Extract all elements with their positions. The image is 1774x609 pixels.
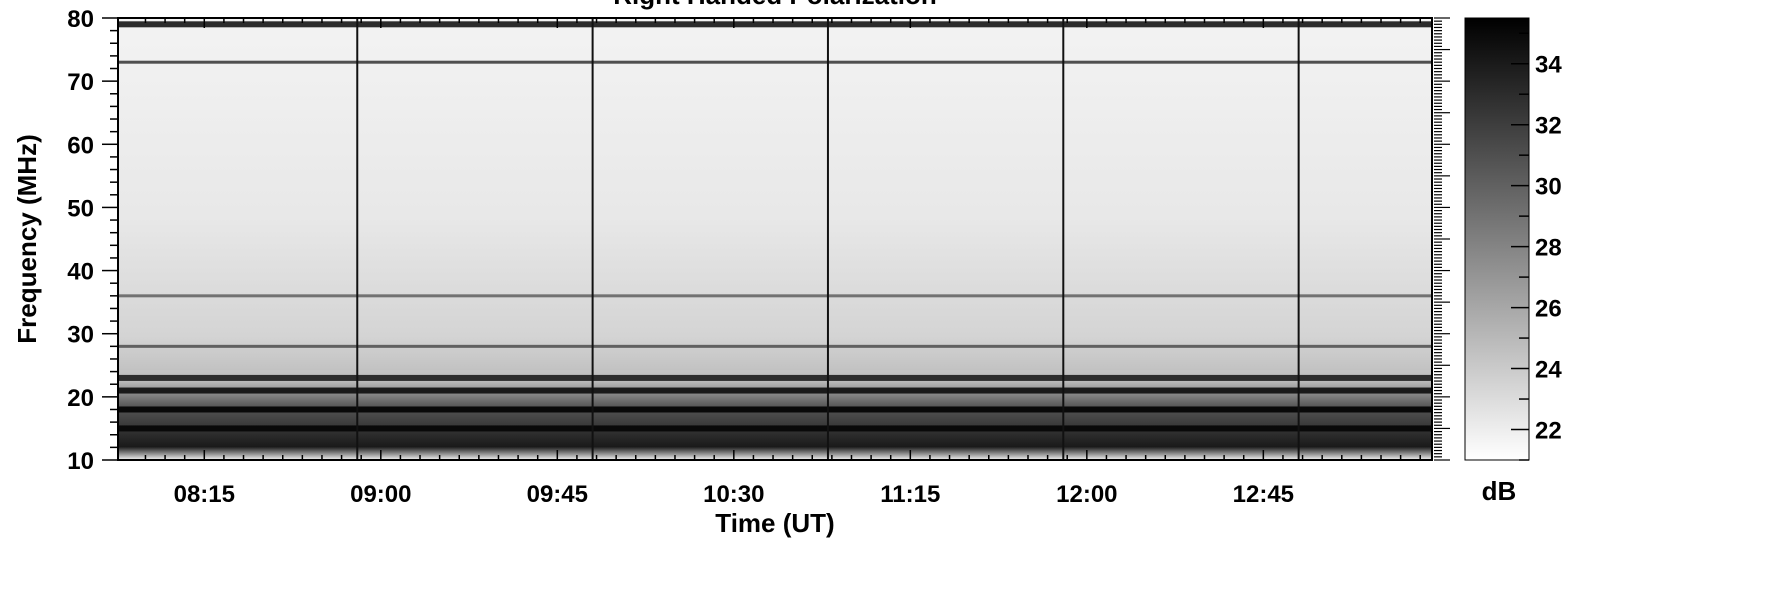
colorbar-axis: 22 24 26 28 30 32 34 (1511, 32, 1562, 461)
x-tick-label: 10:30 (703, 481, 764, 508)
interference-bands (118, 21, 1432, 432)
colorbar-tick-label: 22 (1535, 418, 1562, 445)
x-tick-label: 08:15 (174, 481, 235, 508)
x-tick-label: 12:00 (1056, 481, 1117, 508)
y-tick-label: 80 (67, 6, 94, 33)
interference-band (118, 387, 1432, 394)
interference-band (118, 294, 1432, 298)
y-tick-label: 50 (67, 195, 94, 222)
y-tick-label: 60 (67, 132, 94, 159)
interference-band (118, 344, 1432, 348)
interference-band (118, 374, 1432, 381)
colorbar-tick-label: 26 (1535, 296, 1562, 323)
y-tick-label: 10 (67, 448, 94, 475)
y-axis: 10 20 30 40 50 60 70 80 (67, 6, 1450, 475)
x-tick-label: 09:45 (527, 481, 588, 508)
interference-band (118, 425, 1432, 432)
colorbar-label: dB (1482, 476, 1517, 506)
colorbar-tick-label: 34 (1535, 52, 1562, 79)
plot-frame (117, 17, 1433, 461)
interference-band (118, 406, 1432, 413)
x-tick-label: 12:45 (1233, 481, 1294, 508)
x-tick-label: 09:00 (350, 481, 411, 508)
colorbar-tick-label: 28 (1535, 235, 1562, 262)
x-tick-label: 11:15 (880, 481, 940, 508)
colorbar-tick-label: 24 (1535, 357, 1562, 384)
x-axis-label: Time (UT) (715, 508, 834, 538)
x-axis: 08:15 09:00 09:45 10:30 11:15 12:00 12:45 (144, 18, 1421, 508)
y-tick-label: 70 (67, 69, 94, 96)
y-tick-label: 20 (67, 385, 94, 412)
y-tick-label: 30 (67, 322, 94, 349)
colorbar-tick-label: 30 (1535, 174, 1562, 201)
y-tick-label: 40 (67, 259, 94, 286)
spectrogram-image (118, 18, 1432, 460)
colorbar-tick-label: 32 (1535, 113, 1562, 140)
interference-band (118, 60, 1432, 64)
y-axis-label: Frequency (MHz) (12, 134, 42, 343)
interference-band (118, 21, 1432, 28)
chart-title: Right Handed Polarization (613, 0, 937, 10)
colorbar (1464, 17, 1530, 461)
calibration-lines (356, 18, 1300, 460)
